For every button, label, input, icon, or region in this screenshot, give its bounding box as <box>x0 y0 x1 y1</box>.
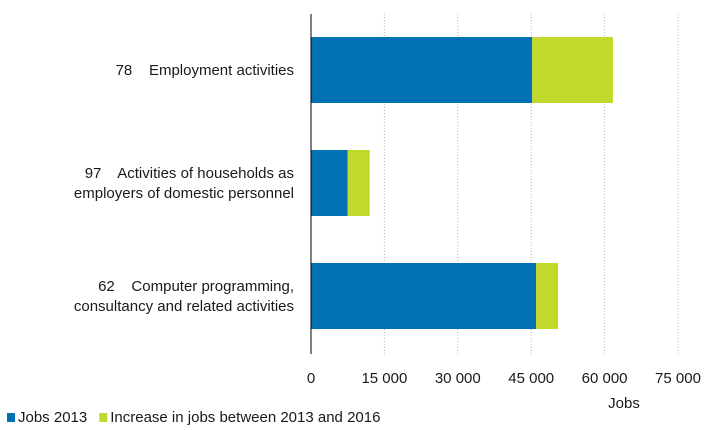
bar-segment <box>532 37 613 103</box>
legend-swatch <box>7 413 15 422</box>
category-label: 97 Activities of households as <box>85 165 294 182</box>
x-tick-label: 75 000 <box>655 370 701 387</box>
category-label: 78 Employment activities <box>116 62 294 79</box>
x-tick-label: 30 000 <box>435 370 481 387</box>
category-label: 62 Computer programming, <box>98 278 294 295</box>
bar-segment <box>347 150 370 216</box>
bar-segment <box>536 263 559 329</box>
legend: Jobs 2013 Increase in jobs between 2013 a… <box>7 409 380 426</box>
category-labels: 78 Employment activities 97 Activities of… <box>74 62 294 315</box>
category-label: consultancy and related activities <box>74 298 294 315</box>
legend-label: Jobs 2013 <box>18 409 87 426</box>
x-tick-label: 0 <box>307 370 315 387</box>
x-tick-label: 15 000 <box>361 370 407 387</box>
legend-label: Increase in jobs between 2013 and 2016 <box>110 409 380 426</box>
x-tick-label: 60 000 <box>582 370 628 387</box>
bar-segment <box>311 263 537 329</box>
legend-swatch <box>99 413 108 422</box>
x-axis-title: Jobs <box>608 395 640 412</box>
bar-segment <box>311 37 533 103</box>
x-tick-label: 45 000 <box>508 370 554 387</box>
category-label: employers of domestic personnel <box>74 185 294 202</box>
x-tick-labels: 0 15 000 30 000 45 000 60 000 75 000 <box>307 370 701 387</box>
bar-segment <box>311 150 348 216</box>
bars <box>311 37 613 329</box>
